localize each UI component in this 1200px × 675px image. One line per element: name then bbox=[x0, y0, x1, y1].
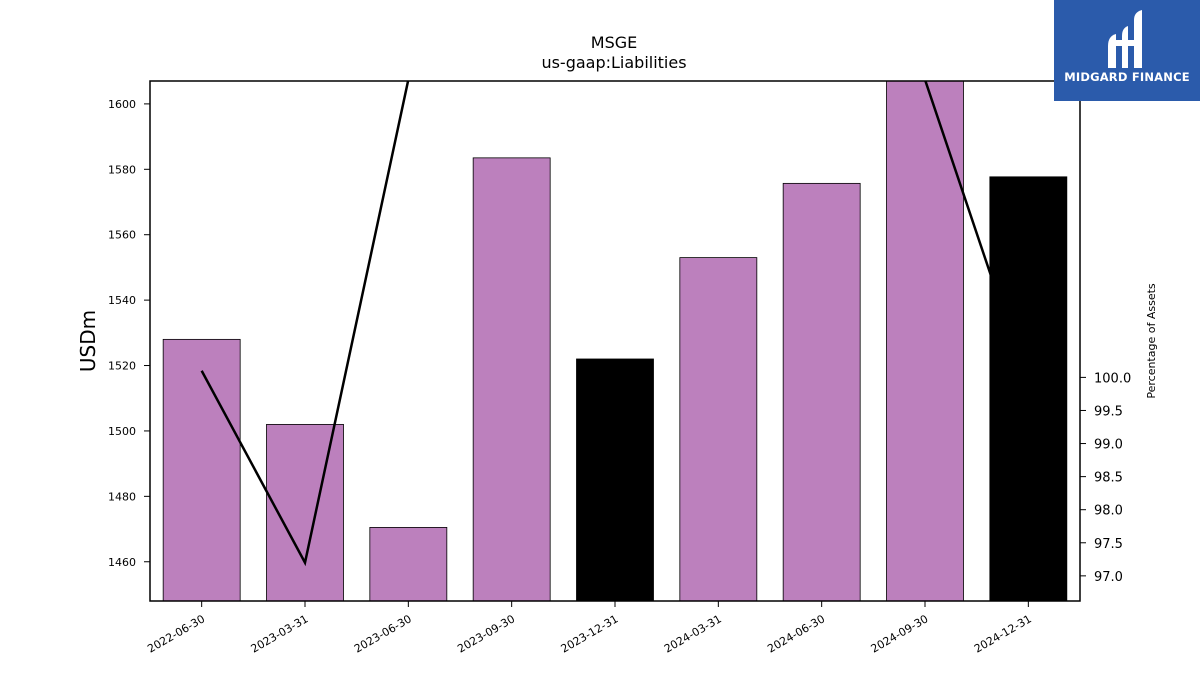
y-tick-label: 1500 bbox=[108, 425, 136, 438]
y-tick-label: 1520 bbox=[108, 360, 136, 373]
bar bbox=[886, 81, 964, 601]
y2-tick-label: 98.0 bbox=[1094, 504, 1123, 519]
x-tick-label: 2023-06-30 bbox=[352, 612, 414, 655]
y-tick-label: 1540 bbox=[108, 294, 136, 307]
x-tick-label: 2022-06-30 bbox=[145, 612, 207, 655]
logo-text: MIDGARD FINANCE bbox=[1064, 70, 1190, 84]
y2-tick-label: 99.0 bbox=[1094, 438, 1123, 453]
bar bbox=[472, 157, 551, 601]
bar-group bbox=[162, 81, 1068, 601]
percentage-line bbox=[200, 81, 1030, 567]
midgard-finance-logo: MIDGARD FINANCE bbox=[1054, 0, 1200, 101]
bar bbox=[782, 182, 861, 601]
x-tick-label: 2024-06-30 bbox=[765, 612, 827, 655]
secondary-y-axis-label: Percentage of Assets bbox=[1145, 283, 1158, 399]
x-tick-label: 2024-09-30 bbox=[869, 612, 931, 655]
bar bbox=[162, 338, 241, 601]
bar bbox=[369, 527, 448, 601]
x-tick-label: 2024-03-31 bbox=[662, 612, 724, 655]
y2-tick-label: 97.5 bbox=[1094, 537, 1123, 552]
secondary-y-axis: 97.0 97.5 98.0 98.5 99.0 99.5 100.0 bbox=[1080, 371, 1131, 585]
y2-tick-label: 97.0 bbox=[1094, 570, 1123, 585]
logo-mark-icon bbox=[1108, 10, 1142, 68]
y-tick-label: 1600 bbox=[108, 98, 136, 111]
x-tick-label: 2023-12-31 bbox=[559, 612, 621, 655]
y-axis: 1460 1480 1500 1520 1540 1560 1580 1600 bbox=[108, 98, 150, 569]
bar bbox=[679, 257, 758, 601]
bar bbox=[576, 358, 654, 601]
x-tick-label: 2024-12-31 bbox=[972, 612, 1034, 655]
y-tick-label: 1560 bbox=[108, 229, 136, 242]
x-tick-label: 2023-09-30 bbox=[455, 612, 517, 655]
bar bbox=[989, 176, 1068, 601]
y2-tick-label: 98.5 bbox=[1094, 471, 1123, 486]
y-tick-label: 1480 bbox=[108, 490, 136, 503]
y2-tick-label: 100.0 bbox=[1094, 371, 1131, 386]
line-series-group bbox=[200, 81, 1030, 567]
x-tick-label: 2023-03-31 bbox=[249, 612, 311, 655]
x-axis: 2022-06-30 2023-03-31 2023-06-30 2023-09-30… bbox=[145, 601, 1034, 656]
y-axis-label: USDm bbox=[76, 310, 100, 372]
y-tick-label: 1460 bbox=[108, 556, 136, 569]
chart-subtitle: us-gaap:Liabilities bbox=[541, 53, 686, 72]
y2-tick-label: 99.5 bbox=[1094, 404, 1123, 419]
chart-title: MSGE bbox=[591, 33, 637, 52]
y-tick-label: 1580 bbox=[108, 163, 136, 176]
